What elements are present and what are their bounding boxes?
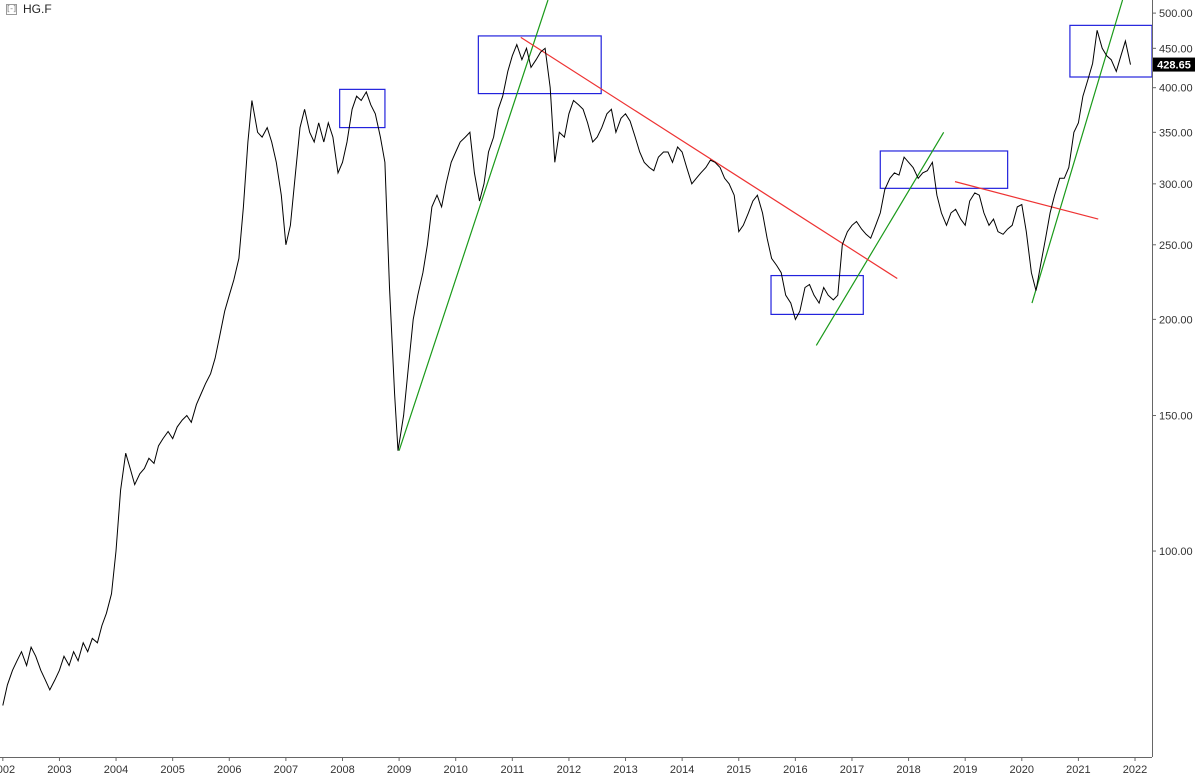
x-tick-label: 2004 [104,764,128,776]
trendlines [398,0,1124,451]
symbol-label: HG.F [23,2,52,16]
last-price-marker: 428.65 [1153,57,1195,72]
highlight-box-4 [879,150,1009,189]
collapse-icon[interactable]: [-] [6,3,17,15]
x-tick-label: 2010 [443,764,467,776]
uptrend-line-2 [815,132,945,346]
y-tick-label: 350.00 [1159,127,1193,139]
x-tick-label: 2006 [217,764,241,776]
x-tick-label: 2018 [896,764,920,776]
highlight-box-5 [1069,24,1153,78]
x-tick-label: 2014 [670,764,694,776]
x-tick-label: 2013 [613,764,637,776]
x-tick-label: 2022 [1123,764,1147,776]
x-tick-label: 2008 [330,764,354,776]
downtrend-line-4 [520,36,898,280]
y-tick-label: 300.00 [1159,179,1193,191]
x-tick-label: 2015 [727,764,751,776]
highlight-box-1 [339,88,386,129]
last-price-badge [1153,57,1195,72]
x-tick-label: 2019 [953,764,977,776]
x-tick-label: 2021 [1066,764,1090,776]
highlight-boxes [339,24,1153,315]
x-tick-label: 2012 [557,764,581,776]
y-tick-label: 450.00 [1159,43,1193,55]
highlight-box-3 [770,274,864,315]
x-tick-label: 2002 [0,764,15,776]
chart-header: [-] HG.F [6,2,52,16]
last-price-label: 428.65 [1157,60,1191,72]
downtrend-line-5 [954,181,1099,220]
y-tick-label: 500.00 [1159,8,1193,20]
uptrend-line-3 [1031,0,1124,304]
x-tick-label: 2011 [500,764,524,776]
x-tick-label: 2020 [1010,764,1034,776]
y-tick-label: 400.00 [1159,83,1193,95]
x-tick-label: 2016 [783,764,807,776]
x-tick-label: 2017 [840,764,864,776]
y-tick-label: 250.00 [1159,240,1193,252]
x-tick-label: 2009 [387,764,411,776]
y-tick-label: 150.00 [1159,411,1193,423]
x-tick-label: 2003 [47,764,71,776]
y-tick-label: 100.00 [1159,546,1193,558]
price-line [2,30,1131,706]
x-tick-label: 2005 [160,764,184,776]
uptrend-line-1 [398,0,549,451]
x-axis-ticks: 2002 2003 2004 2005 2006 2007 2008 2009 2010 2011… [0,757,1147,776]
y-axis-ticks: 100.00 150.00 200.00 250.00 300.00 350.00 400.… [1152,8,1193,558]
x-tick-label: 2007 [274,764,298,776]
y-tick-label: 200.00 [1159,314,1193,326]
highlight-box-2 [477,35,602,95]
